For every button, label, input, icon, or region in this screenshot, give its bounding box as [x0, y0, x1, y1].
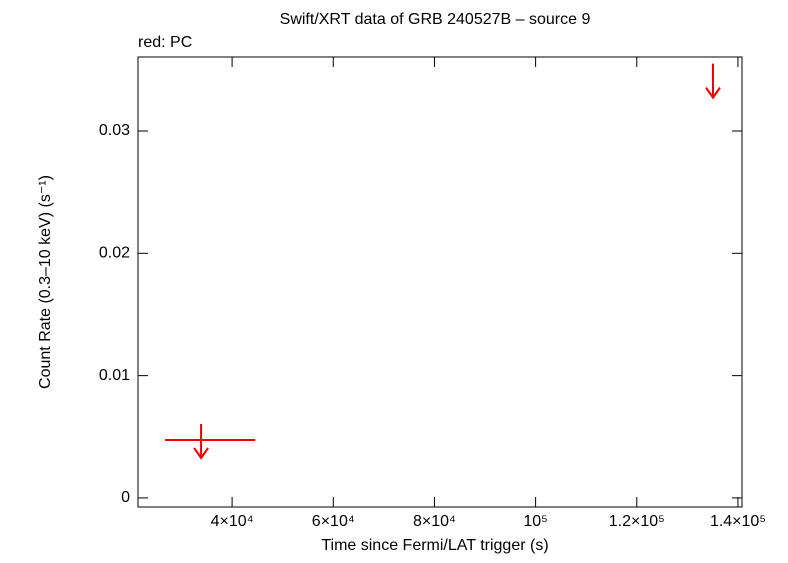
- x-tick-label: 6×10⁴: [312, 513, 355, 530]
- y-tick-label: 0.03: [99, 122, 130, 139]
- x-tick-label: 10⁵: [523, 513, 547, 530]
- y-tick-label: 0.01: [99, 367, 130, 384]
- upper-limit-arrow: [705, 63, 721, 100]
- x-tick-label: 1.2×10⁵: [609, 513, 665, 530]
- x-tick-label: 4×10⁴: [211, 513, 254, 530]
- x-tick-label: 1.4×10⁵: [710, 513, 766, 530]
- x-axis-label: Time since Fermi/LAT trigger (s): [321, 537, 548, 554]
- y-tick-label: 0: [121, 489, 130, 506]
- x-tick-label: 8×10⁴: [413, 513, 456, 530]
- chart-subtitle: red: PC: [138, 34, 192, 51]
- plot-frame: [137, 56, 743, 508]
- chart-title: Swift/XRT data of GRB 240527B – source 9: [280, 11, 591, 28]
- y-tick-label: 0.02: [99, 245, 130, 262]
- y-axis-label: Count Rate (0.3–10 keV) (s⁻¹): [37, 175, 54, 389]
- upper-limit-arrow: [193, 423, 209, 460]
